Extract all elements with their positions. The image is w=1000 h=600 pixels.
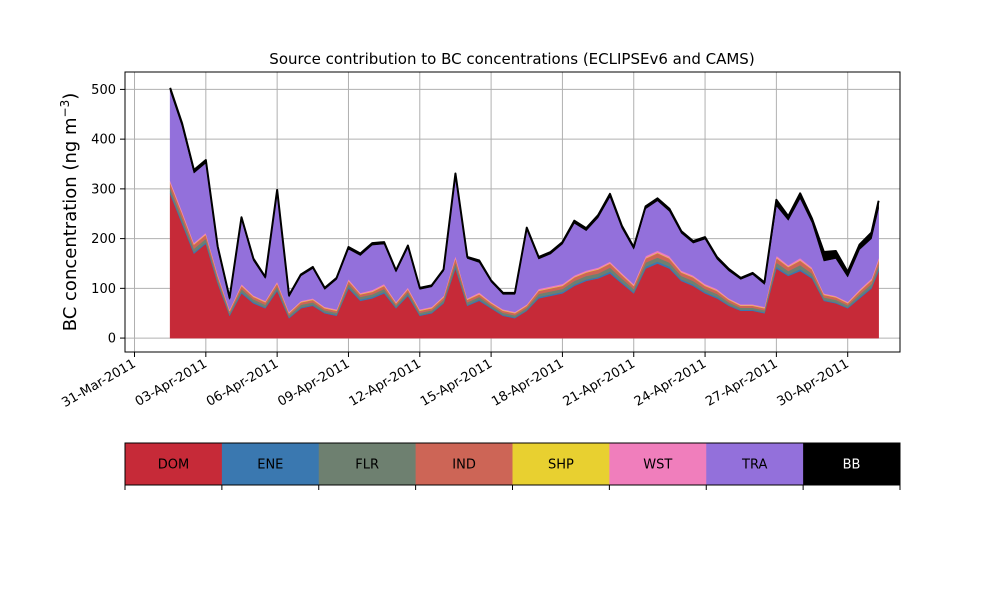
y-tick-label: 200 (91, 232, 116, 247)
legend-swatch-tra (706, 443, 804, 485)
y-axis-label-main: BC concentration (ng m (60, 117, 81, 331)
legend-label-wst: WST (643, 458, 672, 473)
y-tick-label: 100 (91, 282, 116, 297)
y-tick-label: 300 (91, 182, 116, 197)
legend-label-ene: ENE (257, 458, 283, 473)
y-axis-label: BC concentration (ng m−3) (58, 93, 81, 332)
legend-swatch-flr (318, 443, 417, 485)
chart-title: Source contribution to BC concentrations… (269, 50, 754, 68)
total-line (169, 87, 880, 299)
legend-swatch-ene (221, 443, 320, 485)
legend-label-ind: IND (452, 458, 476, 473)
legend-label-shp: SHP (548, 458, 574, 473)
legend-label-tra: TRA (741, 458, 767, 473)
legend-swatch-wst (609, 443, 707, 485)
legend-swatch-ind (415, 443, 513, 485)
legend-swatch-dom (125, 443, 223, 485)
legend-label-bb: BB (843, 458, 861, 473)
legend-swatch-shp (512, 443, 610, 485)
plot-frame (124, 71, 901, 353)
legend-colorbar: DOM ENE FLR IND SHP WST TRA BB (124, 442, 901, 490)
legend-swatch-bb (803, 443, 901, 485)
y-tick-label: 500 (91, 83, 116, 98)
y-axis-label-close: ) (60, 93, 81, 100)
legend-label-dom: DOM (158, 458, 189, 473)
y-tick-label: 400 (91, 133, 116, 148)
legend-label-flr: FLR (355, 458, 379, 473)
stacked-area-layer (169, 87, 880, 339)
y-axis-label-exponent: −3 (58, 100, 72, 118)
y-tick-label: 0 (108, 332, 116, 347)
